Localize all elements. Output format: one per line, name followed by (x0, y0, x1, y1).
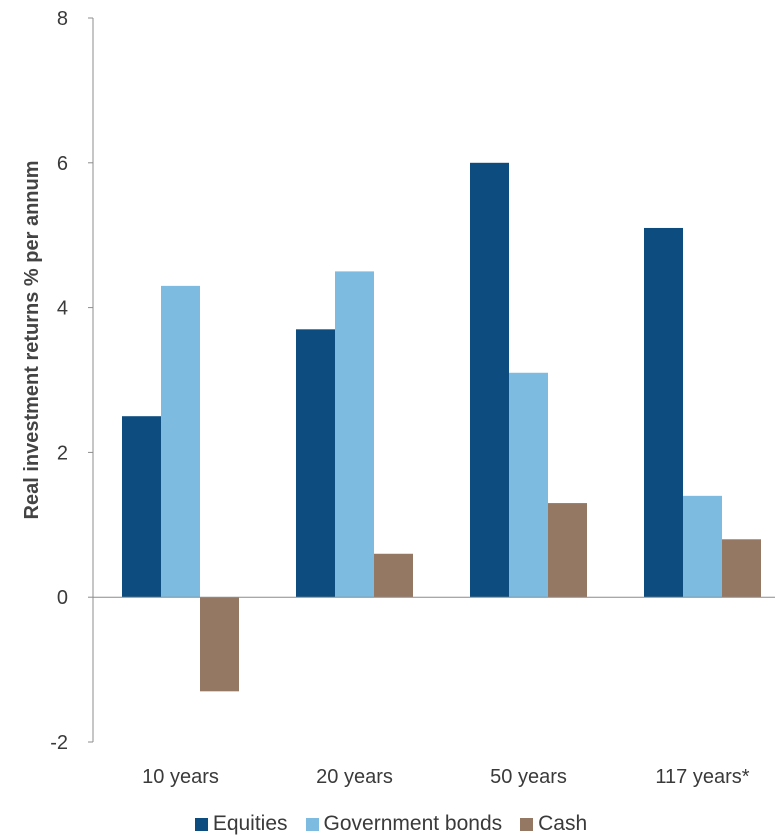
bar-cash-4 (722, 539, 761, 598)
bar-government-bonds-3 (509, 372, 548, 598)
x-tick-label: 20 years (316, 766, 393, 788)
legend-item-equities: Equities (194, 812, 288, 836)
bar-cash-1 (200, 597, 239, 692)
x-tick-label: 50 years (490, 766, 567, 788)
legend-label: Cash (538, 812, 588, 835)
legend-label: Government bonds (323, 812, 503, 835)
y-tick-label: 6 (57, 153, 68, 175)
bar-equities-1 (122, 416, 161, 598)
legend-swatch (305, 817, 319, 831)
y-tick-label: 2 (57, 442, 68, 464)
legend-label: Equities (212, 812, 288, 835)
y-axis: -2 0 2 4 6 8 (50, 8, 94, 754)
bar-government-bonds-1 (161, 285, 200, 598)
bar-equities-3 (470, 162, 509, 598)
legend-swatch (194, 817, 208, 831)
x-tick-label: 10 years (142, 766, 219, 788)
bar-cash-2 (374, 553, 413, 598)
x-axis: 10 years 20 years 50 years 117 years* (93, 596, 775, 788)
legend: Equities Government bonds Cash (0, 812, 782, 836)
legend-item-government-bonds: Government bonds (305, 812, 503, 836)
y-tick-label: 4 (57, 298, 68, 320)
y-tick-label: 8 (57, 8, 68, 30)
legend-swatch (520, 817, 534, 831)
bar-government-bonds-4 (683, 495, 722, 598)
x-tick-label: 117 years* (655, 766, 749, 788)
bar-cash-3 (548, 503, 587, 598)
y-tick-label: -2 (50, 732, 68, 754)
legend-item-cash: Cash (520, 812, 587, 836)
bar-equities-4 (644, 227, 683, 598)
bar-equities-2 (296, 329, 335, 598)
bar-government-bonds-2 (335, 271, 374, 598)
y-tick-label: 0 (57, 587, 68, 609)
y-axis-label: Real investment returns % per annum (21, 161, 43, 520)
bar-chart: -2 0 2 4 6 8 10 years 20 years 50 years 117 year… (21, 8, 775, 788)
bars (122, 162, 761, 692)
